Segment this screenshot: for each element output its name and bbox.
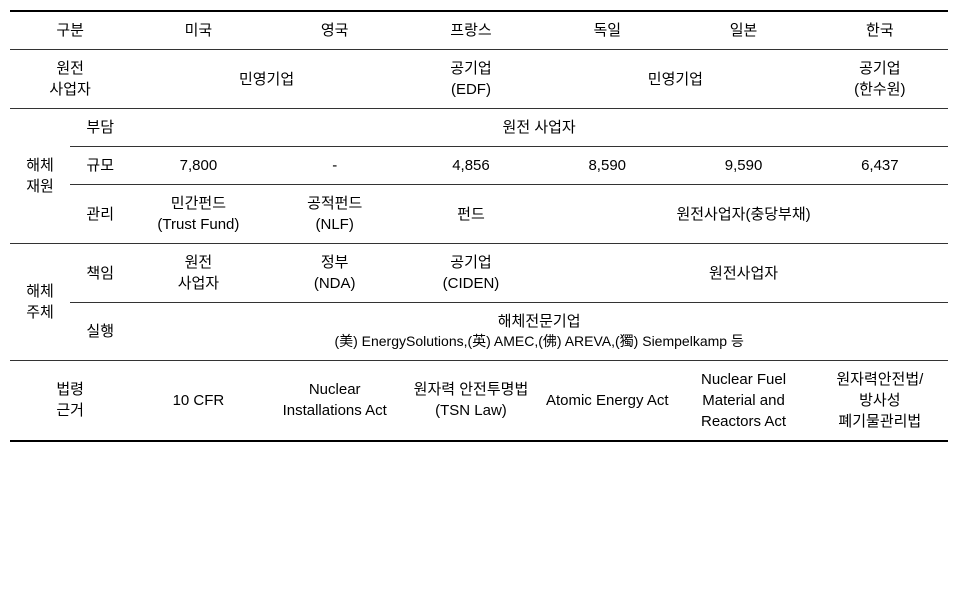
fund-scale-uk: - bbox=[267, 147, 403, 185]
header-us: 미국 bbox=[130, 11, 266, 50]
law-fr: 원자력 안전투명법 (TSN Law) bbox=[403, 360, 539, 441]
header-uk: 영국 bbox=[267, 11, 403, 50]
header-row: 구분 미국 영국 프랑스 독일 일본 한국 bbox=[10, 11, 948, 50]
fund-group-label: 해체재원 bbox=[10, 109, 70, 244]
operator-de-jp: 민영기업 bbox=[539, 50, 812, 109]
fund-scale-row: 규모 7,800 - 4,856 8,590 9,590 6,437 bbox=[10, 147, 948, 185]
law-us: 10 CFR bbox=[130, 360, 266, 441]
fund-manage-uk: 공적펀드(NLF) bbox=[267, 185, 403, 244]
fund-scale-de: 8,590 bbox=[539, 147, 675, 185]
entity-exec-row: 실행 해체전문기업 (美) EnergySolutions,(英) AMEC,(… bbox=[10, 303, 948, 361]
law-jp: Nuclear Fuel Material and Reactors Act bbox=[675, 360, 811, 441]
header-kr: 한국 bbox=[812, 11, 948, 50]
fund-scale-us: 7,800 bbox=[130, 147, 266, 185]
fund-scale-label: 규모 bbox=[70, 147, 130, 185]
header-de: 독일 bbox=[539, 11, 675, 50]
operator-label: 원전사업자 bbox=[10, 50, 130, 109]
header-fr: 프랑스 bbox=[403, 11, 539, 50]
law-uk: Nuclear Installations Act bbox=[267, 360, 403, 441]
entity-resp-de-jp-kr: 원전사업자 bbox=[539, 244, 948, 303]
fund-burden-row: 해체재원 부담 원전 사업자 bbox=[10, 109, 948, 147]
law-label: 법령근거 bbox=[10, 360, 130, 441]
fund-manage-us: 민간펀드(Trust Fund) bbox=[130, 185, 266, 244]
fund-manage-de-jp-kr: 원전사업자(충당부채) bbox=[539, 185, 948, 244]
entity-resp-us: 원전사업자 bbox=[130, 244, 266, 303]
law-row: 법령근거 10 CFR Nuclear Installations Act 원자… bbox=[10, 360, 948, 441]
fund-scale-fr: 4,856 bbox=[403, 147, 539, 185]
operator-us-uk: 민영기업 bbox=[130, 50, 403, 109]
header-jp: 일본 bbox=[675, 11, 811, 50]
entity-resp-label: 책임 bbox=[70, 244, 130, 303]
comparison-table: 구분 미국 영국 프랑스 독일 일본 한국 원전사업자 민영기업 공기업(EDF… bbox=[10, 10, 948, 442]
entity-group-label: 해체주체 bbox=[10, 244, 70, 361]
entity-resp-uk: 정부(NDA) bbox=[267, 244, 403, 303]
fund-manage-fr: 펀드 bbox=[403, 185, 539, 244]
fund-scale-kr: 6,437 bbox=[812, 147, 948, 185]
fund-burden-label: 부담 bbox=[70, 109, 130, 147]
header-category: 구분 bbox=[10, 11, 130, 50]
fund-burden-value: 원전 사업자 bbox=[130, 109, 948, 147]
entity-exec-line2: (美) EnergySolutions,(英) AMEC,(佛) AREVA,(… bbox=[134, 332, 944, 352]
law-kr: 원자력안전법/방사성 폐기물관리법 bbox=[812, 360, 948, 441]
entity-exec-line1: 해체전문기업 bbox=[498, 313, 581, 330]
entity-resp-row: 해체주체 책임 원전사업자 정부(NDA) 공기업(CIDEN) 원전사업자 bbox=[10, 244, 948, 303]
law-de: Atomic Energy Act bbox=[539, 360, 675, 441]
entity-resp-fr: 공기업(CIDEN) bbox=[403, 244, 539, 303]
fund-manage-row: 관리 민간펀드(Trust Fund) 공적펀드(NLF) 펀드 원전사업자(충… bbox=[10, 185, 948, 244]
operator-fr: 공기업(EDF) bbox=[403, 50, 539, 109]
fund-scale-jp: 9,590 bbox=[675, 147, 811, 185]
fund-manage-label: 관리 bbox=[70, 185, 130, 244]
operator-kr: 공기업(한수원) bbox=[812, 50, 948, 109]
entity-exec-value: 해체전문기업 (美) EnergySolutions,(英) AMEC,(佛) … bbox=[130, 303, 948, 361]
operator-row: 원전사업자 민영기업 공기업(EDF) 민영기업 공기업(한수원) bbox=[10, 50, 948, 109]
entity-exec-label: 실행 bbox=[70, 303, 130, 361]
